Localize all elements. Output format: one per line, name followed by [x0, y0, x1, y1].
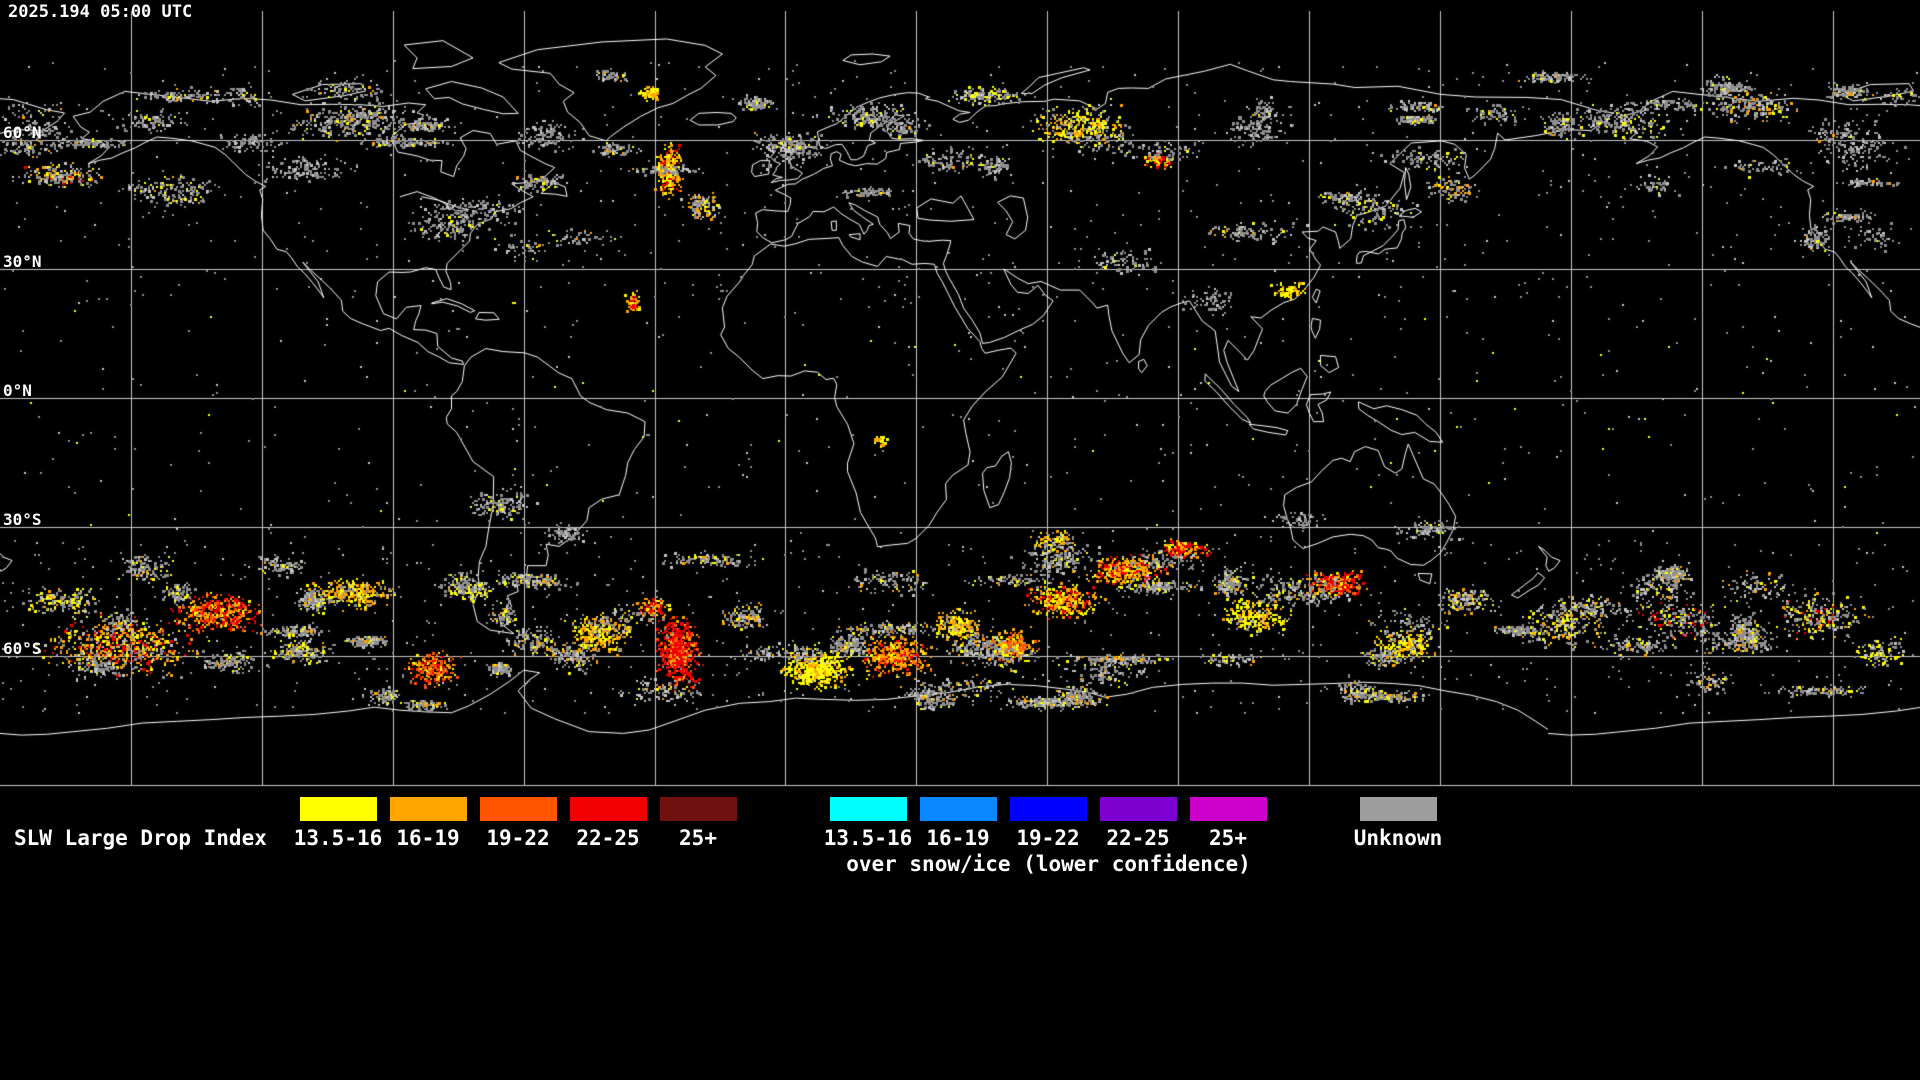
legend-label-snowice-2: 19-22 [1016, 826, 1080, 850]
legend-swatch-liquid-0 [300, 797, 377, 821]
lat-label-0n: 0°N [3, 381, 32, 400]
legend-label-snowice-0: 13.5-16 [823, 826, 913, 850]
legend-label-snowice-4: 25+ [1209, 826, 1247, 850]
legend-label-liquid-0: 13.5-16 [293, 826, 383, 850]
timestamp: 2025.194 05:00 UTC [8, 2, 193, 22]
legend-label-unknown: Unknown [1353, 826, 1443, 850]
legend-swatch-snowice-2 [1010, 797, 1087, 821]
legend-title: SLW Large Drop Index [14, 826, 267, 850]
legend-swatch-liquid-2 [480, 797, 557, 821]
legend-swatch-snowice-0 [830, 797, 907, 821]
legend-label-liquid-3: 22-25 [576, 826, 640, 850]
legend-swatch-unknown [1360, 797, 1437, 821]
legend-swatch-liquid-4 [660, 797, 737, 821]
legend-swatch-snowice-1 [920, 797, 997, 821]
lat-label-60n: 60°N [3, 123, 42, 142]
legend-swatch-snowice-3 [1100, 797, 1177, 821]
legend-label-liquid-4: 25+ [679, 826, 717, 850]
legend-swatch-snowice-4 [1190, 797, 1267, 821]
legend-swatch-liquid-3 [570, 797, 647, 821]
legend-snowice-note: over snow/ice (lower confidence) [846, 852, 1251, 876]
lat-label-30s: 30°S [3, 510, 42, 529]
lat-label-30n: 30°N [3, 252, 42, 271]
legend-label-liquid-1: 16-19 [396, 826, 460, 850]
legend-swatch-liquid-1 [390, 797, 467, 821]
legend: SLW Large Drop Index 13.5-16 16-19 19-22… [0, 788, 1920, 908]
legend-label-snowice-1: 16-19 [926, 826, 990, 850]
lat-label-60s: 60°S [3, 639, 42, 658]
legend-label-liquid-2: 19-22 [486, 826, 550, 850]
legend-label-snowice-3: 22-25 [1106, 826, 1170, 850]
